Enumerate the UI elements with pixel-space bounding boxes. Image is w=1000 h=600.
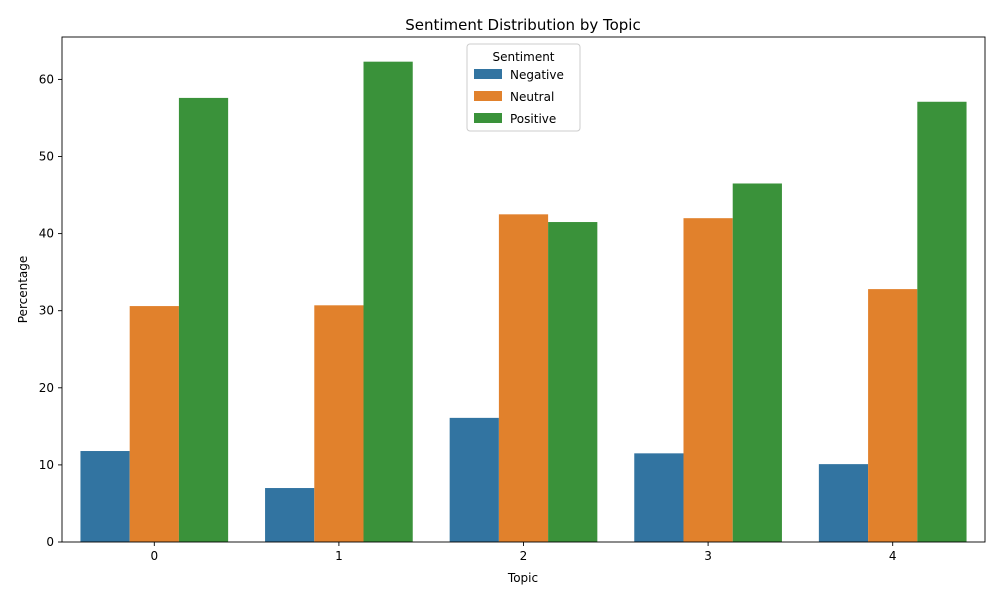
x-axis-label: Topic xyxy=(507,571,538,585)
bar-negative-topic-3 xyxy=(634,453,684,542)
bar-neutral-topic-4 xyxy=(868,289,918,542)
y-tick-label: 20 xyxy=(39,381,54,395)
plot-frame xyxy=(61,36,986,543)
bar-positive-topic-3 xyxy=(732,183,782,543)
y-axis-label: Percentage xyxy=(16,256,30,324)
bar-neutral-topic-3 xyxy=(683,218,733,542)
legend-label-neutral: Neutral xyxy=(510,90,554,104)
bar-positive-topic-2 xyxy=(548,222,598,543)
legend-swatch-negative xyxy=(474,69,502,79)
bar-negative-topic-4 xyxy=(818,464,869,542)
legend-swatch-neutral xyxy=(474,91,502,101)
legend-swatch-positive xyxy=(474,113,502,123)
legend-title: Sentiment xyxy=(492,50,554,64)
bar-negative-topic-0 xyxy=(80,451,130,542)
bar-positive-topic-1 xyxy=(363,61,413,543)
legend: Sentiment Negative Neutral Positive xyxy=(466,43,581,132)
y-tick-label: 40 xyxy=(39,227,54,241)
legend-frame xyxy=(466,43,581,132)
bar-neutral-topic-2 xyxy=(498,214,549,542)
bar-neutral-topic-0 xyxy=(129,306,179,542)
y-tick-label: 0 xyxy=(46,535,54,549)
bar-negative-topic-1 xyxy=(265,488,315,542)
x-tick-label: 2 xyxy=(520,549,528,563)
x-tick-label: 3 xyxy=(704,549,712,563)
bar-neutral-topic-1 xyxy=(314,305,364,542)
x-axis: 0 1 2 3 4 xyxy=(150,542,897,563)
legend-label-positive: Positive xyxy=(510,112,556,126)
x-tick-label: 4 xyxy=(889,549,897,563)
y-tick-label: 60 xyxy=(39,72,54,86)
bar-positive-topic-0 xyxy=(178,97,229,542)
y-tick-label: 10 xyxy=(39,458,54,472)
y-axis: 0 10 20 30 40 50 60 xyxy=(39,72,62,549)
bar-positive-topic-4 xyxy=(917,101,967,542)
bar-negative-topic-2 xyxy=(449,417,499,542)
chart-title: Sentiment Distribution by Topic xyxy=(405,16,640,34)
legend-label-negative: Negative xyxy=(510,68,564,82)
y-tick-label: 30 xyxy=(39,304,54,318)
y-tick-label: 50 xyxy=(39,150,54,164)
x-tick-label: 1 xyxy=(335,549,343,563)
x-tick-label: 0 xyxy=(150,549,158,563)
bars-group xyxy=(80,61,967,543)
